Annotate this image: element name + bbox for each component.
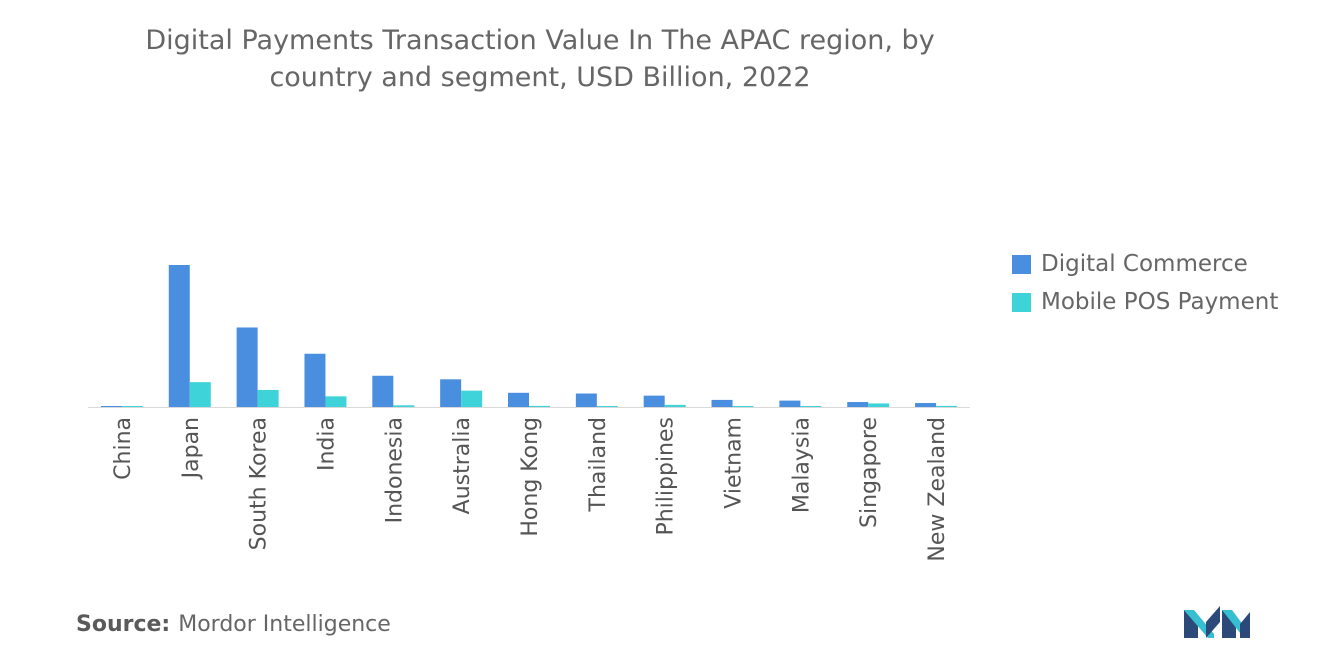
x-tick-label: Australia [450, 417, 475, 514]
bar-digital-commerce-philippines [643, 395, 665, 407]
bar-digital-commerce-malaysia [779, 400, 801, 407]
legend-item-mobile-pos-payment: Mobile POS Payment [1012, 283, 1278, 321]
x-tick-label: Japan [179, 417, 204, 480]
x-tick-label: South Korea [247, 417, 272, 550]
legend-label: Digital Commerce [1041, 251, 1248, 277]
legend-label: Mobile POS Payment [1041, 289, 1279, 315]
source-note: Source: Mordor Intelligence [76, 612, 391, 637]
bar-digital-commerce-south-korea [236, 327, 258, 407]
bar-mobile-pos-payment-australia [461, 390, 483, 407]
chart-title-line-1: Digital Payments Transaction Value In Th… [145, 25, 935, 56]
bar-mobile-pos-payment-china [121, 406, 143, 407]
bar-digital-commerce-new-zealand [915, 403, 937, 407]
bar-mobile-pos-payment-thailand [596, 406, 618, 407]
chart-legend: Digital Commerce Mobile POS Payment [1012, 245, 1278, 321]
bar-digital-commerce-japan [168, 265, 190, 407]
bar-mobile-pos-payment-india [325, 396, 347, 407]
bar-mobile-pos-payment-hong-kong [529, 405, 550, 407]
bar-mobile-pos-payment-vietnam [732, 406, 754, 407]
x-tick-label: Malaysia [789, 417, 814, 513]
bar-digital-commerce-hong-kong [508, 392, 529, 407]
x-tick-label: India [314, 417, 339, 471]
bar-mobile-pos-payment-singapore [868, 403, 890, 407]
bar-digital-commerce-vietnam [711, 399, 733, 407]
bar-digital-commerce-thailand [575, 393, 597, 407]
legend-swatch-mobile-pos-payment [1012, 292, 1031, 312]
x-tick-label: Hong Kong [518, 417, 543, 537]
bar-digital-commerce-singapore [847, 402, 869, 407]
bar-mobile-pos-payment-philippines [664, 404, 686, 407]
bar-mobile-pos-payment-new-zealand [936, 405, 958, 407]
bar-digital-commerce-china [100, 406, 122, 407]
x-tick-label: China [111, 417, 136, 480]
x-tick-label: Philippines [654, 417, 679, 536]
bar-digital-commerce-indonesia [372, 375, 394, 407]
bar-digital-commerce-australia [440, 379, 462, 407]
bar-mobile-pos-payment-malaysia [800, 406, 822, 407]
x-tick-label: New Zealand [925, 417, 950, 562]
bar-mobile-pos-payment-indonesia [393, 405, 415, 407]
x-tick-label: Singapore [857, 417, 882, 528]
bar-mobile-pos-payment-japan [189, 382, 211, 407]
x-tick-label: Thailand [586, 417, 611, 512]
x-tick-label: Vietnam [722, 417, 747, 509]
bar-mobile-pos-payment-south-korea [257, 389, 279, 407]
source-label: Source: [76, 612, 171, 637]
legend-item-digital-commerce: Digital Commerce [1012, 245, 1278, 283]
legend-swatch-digital-commerce [1012, 254, 1031, 274]
bar-digital-commerce-india [304, 353, 326, 407]
chart-title: Digital Payments Transaction Value In Th… [60, 22, 1020, 96]
chart-title-line-2: country and segment, USD Billion, 2022 [269, 62, 811, 93]
x-tick-label: Indonesia [382, 417, 407, 523]
mordor-intelligence-logo-icon [1184, 606, 1250, 638]
source-value: Mordor Intelligence [178, 612, 391, 637]
